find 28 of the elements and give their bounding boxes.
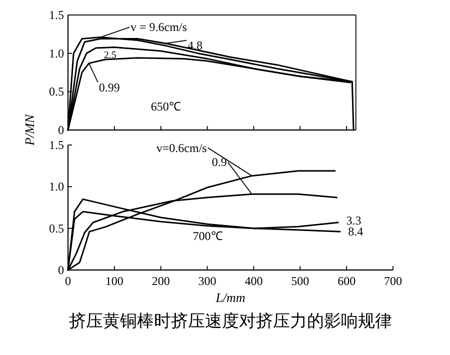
series-label: 4.8	[188, 38, 202, 52]
x-tick-label: 100	[105, 274, 124, 288]
text: 挤压黄铜棒时挤压速度对挤压力的影响规律	[69, 311, 392, 330]
x-tick-label: 400	[244, 274, 263, 288]
x-tick-label: 600	[338, 274, 356, 288]
y-tick-label: 1.0	[49, 46, 64, 60]
x-axis-title: L/mm	[214, 290, 246, 305]
series-label: 8.4	[348, 224, 364, 239]
series-label: 3.3	[346, 214, 362, 228]
series-label: 2.5	[104, 50, 116, 61]
annotation: 650℃	[150, 99, 181, 114]
y-tick-label: 1.0	[49, 180, 64, 194]
y-tick-label: 0.5	[49, 221, 64, 236]
y-tick-label: 1.5	[49, 138, 64, 152]
text: 0.9	[212, 155, 227, 170]
y-tick-label: 0	[58, 123, 64, 137]
y-tick-label: 1.5	[49, 8, 64, 22]
x-tick-label: 700	[384, 274, 402, 288]
series-label: v = 9.6cm/s	[130, 20, 188, 34]
x-tick-label: 500	[291, 274, 310, 288]
series-label: 0.99	[98, 80, 120, 94]
annotation: 700℃	[192, 229, 223, 243]
text: v=0.6cm/s	[156, 140, 208, 155]
y-tick-label: 0	[58, 263, 64, 277]
y-axis-title: P/MN	[22, 113, 37, 147]
y-tick-label: 0.5	[49, 84, 64, 99]
x-tick-label: 200	[152, 274, 170, 288]
x-tick-label: 300	[198, 274, 216, 288]
